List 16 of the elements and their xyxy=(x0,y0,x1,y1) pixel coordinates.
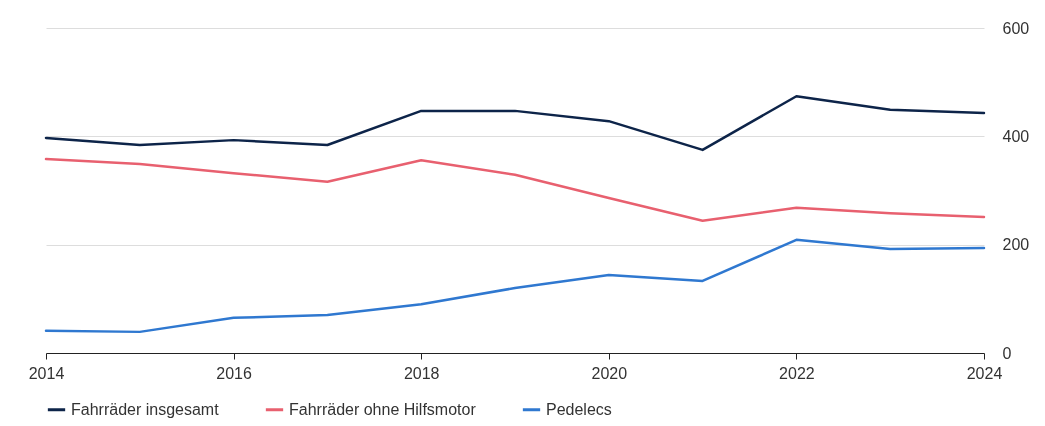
line-series xyxy=(44,238,986,334)
y-tick-label: 0 xyxy=(1002,344,1012,362)
line-series xyxy=(44,95,986,152)
legend-label: Fahrräder insgesamt xyxy=(71,400,220,418)
y-tick-label: 200 xyxy=(1002,236,1030,254)
y-tick-label: 400 xyxy=(1002,127,1030,145)
legend-label: Pedelecs xyxy=(546,400,612,418)
x-tick-label: 2024 xyxy=(966,364,1003,382)
x-tick-label: 2016 xyxy=(216,364,252,382)
x-tick-label: 2014 xyxy=(28,364,65,382)
legend-label: Fahrräder ohne Hilfsmotor xyxy=(289,400,477,418)
y-tick-label: 600 xyxy=(1002,19,1030,37)
line-series xyxy=(44,157,986,223)
x-tick-label: 2020 xyxy=(591,364,628,382)
x-tick-label: 2018 xyxy=(403,364,440,382)
x-tick-label: 2022 xyxy=(779,364,815,382)
